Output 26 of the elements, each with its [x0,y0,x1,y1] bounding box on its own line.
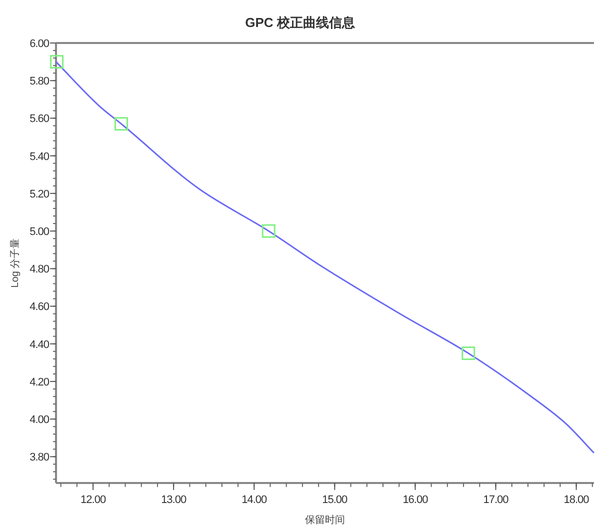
point [462,346,476,360]
y-tick-label: 4.00 [30,414,50,426]
point [262,224,276,238]
y-tick-label: 4.80 [30,264,50,276]
y-tick-label: 5.60 [30,113,50,126]
y-tick-label: 5.80 [30,76,50,88]
point [114,117,128,131]
y-tick-label: 4.60 [30,301,50,314]
y-tick-label: 5.20 [30,188,50,200]
y-tick-label: 4.40 [30,338,50,351]
y-tick-label: 3.80 [30,452,50,464]
x-tick-label: 15.00 [322,494,348,506]
title: GPC 校正曲线信息 [245,15,355,30]
y-tick-label: 5.00 [30,226,50,238]
point [50,55,64,69]
y-tick-label: 6.00 [30,38,50,50]
x-tick-label: 18.00 [564,494,590,506]
x-tick-label: 14.00 [242,494,268,506]
y-tick-label: 5.40 [30,150,50,163]
x-tick-label: 17.00 [483,494,509,506]
x-tick-label: 12.00 [80,494,106,506]
ylabel: Log 分子量 [10,238,21,288]
xlabel: 保留时间 [305,515,345,526]
y-tick-label: 4.20 [30,376,50,388]
x-tick-label: 16.00 [402,494,428,506]
x-tick-label: 13.00 [161,494,186,506]
